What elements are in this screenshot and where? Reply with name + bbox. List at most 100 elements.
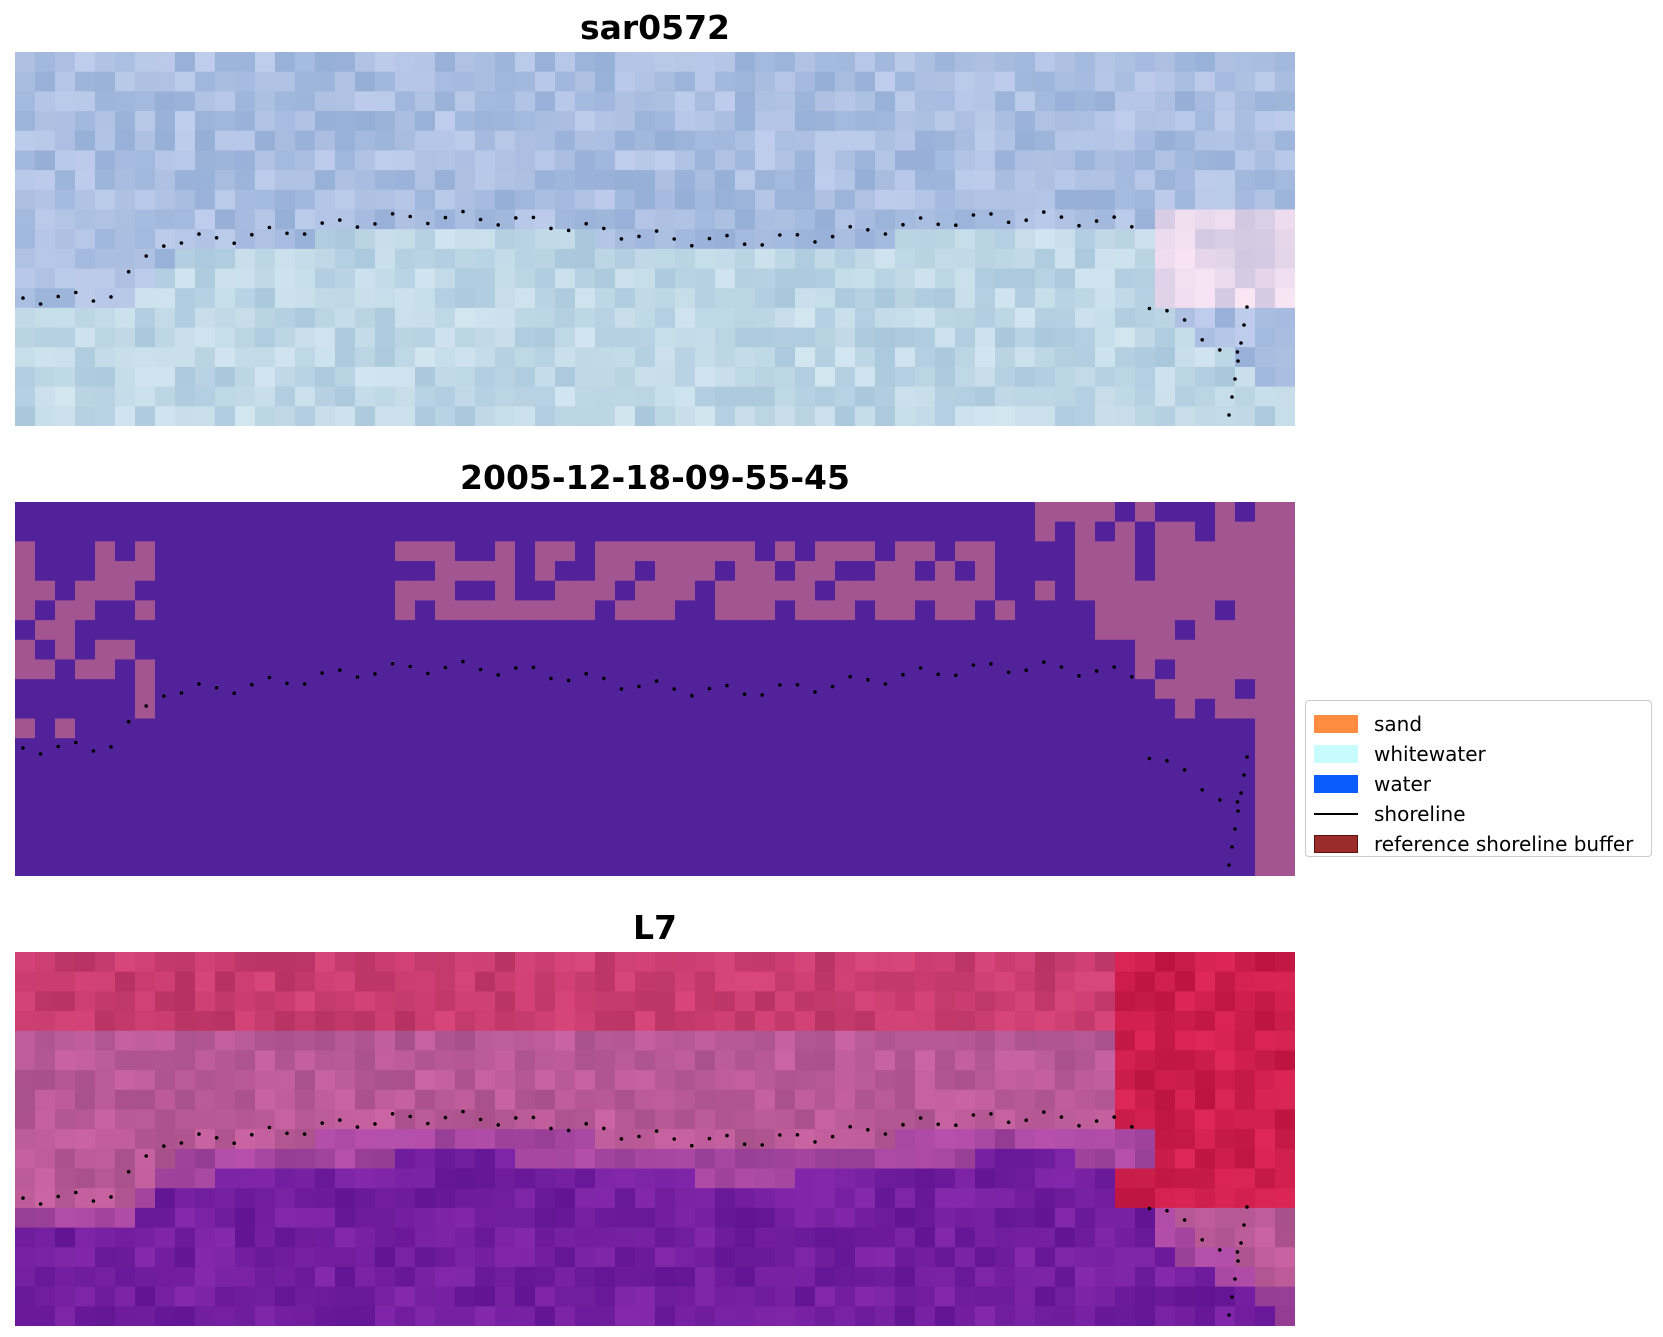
pixel bbox=[135, 386, 156, 407]
pixel bbox=[1115, 971, 1136, 992]
shoreline-point bbox=[566, 1128, 571, 1133]
pixel bbox=[95, 580, 116, 602]
pixel bbox=[1235, 836, 1256, 857]
pixel bbox=[335, 639, 356, 661]
shoreline-point bbox=[760, 1143, 764, 1147]
pixel bbox=[955, 1129, 976, 1150]
pixel bbox=[695, 366, 716, 388]
pixel bbox=[875, 1129, 896, 1150]
pixel bbox=[395, 1148, 416, 1170]
pixel bbox=[35, 600, 56, 621]
pixel bbox=[235, 639, 256, 661]
pixel bbox=[995, 698, 1016, 720]
pixel bbox=[155, 738, 176, 759]
pixel bbox=[495, 561, 516, 582]
pixel bbox=[115, 856, 136, 876]
pixel bbox=[535, 757, 556, 779]
pixel bbox=[835, 816, 856, 838]
pixel bbox=[815, 347, 836, 368]
shoreline-point bbox=[91, 1199, 96, 1203]
pixel bbox=[795, 600, 816, 621]
pixel bbox=[815, 971, 836, 992]
pixel bbox=[355, 1227, 376, 1248]
pixel bbox=[1095, 600, 1116, 621]
pixel bbox=[555, 1129, 576, 1150]
shoreline-point bbox=[355, 1125, 360, 1129]
pixel bbox=[575, 797, 596, 818]
pixel bbox=[1255, 1188, 1276, 1209]
pixel bbox=[1195, 1306, 1216, 1326]
pixel bbox=[635, 1050, 656, 1071]
pixel bbox=[415, 639, 436, 661]
pixel bbox=[415, 1148, 436, 1170]
pixel bbox=[1135, 268, 1156, 289]
pixel bbox=[655, 856, 676, 876]
pixel bbox=[1135, 1129, 1156, 1150]
pixel bbox=[755, 1188, 776, 1209]
pixel bbox=[75, 130, 96, 152]
pixel bbox=[655, 248, 676, 270]
pixel bbox=[575, 307, 596, 329]
pixel bbox=[1155, 856, 1176, 876]
pixel bbox=[855, 130, 876, 152]
pixel bbox=[575, 580, 596, 602]
shoreline-point bbox=[197, 682, 201, 686]
pixel bbox=[895, 248, 916, 270]
pixel bbox=[215, 130, 236, 152]
pixel bbox=[395, 698, 416, 720]
pixel bbox=[395, 1050, 416, 1071]
pixel bbox=[455, 1089, 476, 1111]
pixel bbox=[995, 1306, 1016, 1326]
pixel bbox=[195, 1168, 216, 1189]
pixel bbox=[495, 1109, 516, 1130]
pixel bbox=[95, 1247, 116, 1268]
pixel bbox=[155, 229, 176, 250]
pixel bbox=[715, 327, 736, 348]
pixel bbox=[315, 189, 336, 211]
pixel bbox=[615, 659, 636, 680]
pixel bbox=[295, 777, 316, 798]
pixel bbox=[175, 1148, 196, 1170]
pixel bbox=[1275, 777, 1295, 798]
pixel bbox=[555, 952, 576, 973]
pixel bbox=[755, 366, 776, 388]
pixel bbox=[335, 111, 356, 132]
shoreline-point bbox=[830, 684, 835, 689]
pixel bbox=[375, 1089, 396, 1111]
shoreline-point bbox=[1006, 1120, 1011, 1125]
pixel bbox=[895, 347, 916, 368]
rgb-image-panel bbox=[15, 52, 1295, 426]
pixel bbox=[1215, 71, 1236, 92]
pixel bbox=[775, 386, 796, 407]
pixel bbox=[935, 347, 956, 368]
pixel bbox=[295, 580, 316, 602]
pixel bbox=[875, 248, 896, 270]
pixel bbox=[895, 150, 916, 171]
pixel bbox=[555, 229, 576, 250]
pixel bbox=[575, 1148, 596, 1170]
pixel bbox=[1015, 600, 1036, 621]
pixel bbox=[895, 561, 916, 582]
pixel bbox=[135, 991, 156, 1012]
pixel bbox=[1235, 1148, 1256, 1170]
pixel bbox=[355, 327, 376, 348]
pixel bbox=[535, 347, 556, 368]
pixel bbox=[775, 209, 796, 230]
pixel bbox=[735, 347, 756, 368]
pixel bbox=[255, 1227, 276, 1248]
pixel bbox=[1035, 718, 1056, 739]
pixel bbox=[55, 1148, 76, 1170]
pixel bbox=[275, 561, 296, 582]
pixel bbox=[815, 386, 836, 407]
pixel bbox=[435, 1207, 456, 1229]
pixel bbox=[1215, 797, 1236, 818]
pixel bbox=[215, 1030, 236, 1052]
pixel bbox=[1075, 971, 1096, 992]
pixel bbox=[135, 659, 156, 680]
pixel bbox=[375, 268, 396, 289]
pixel bbox=[475, 52, 496, 73]
pixel bbox=[575, 1030, 596, 1052]
pixel bbox=[455, 1286, 476, 1307]
pixel bbox=[875, 816, 896, 838]
pixel bbox=[1135, 386, 1156, 407]
